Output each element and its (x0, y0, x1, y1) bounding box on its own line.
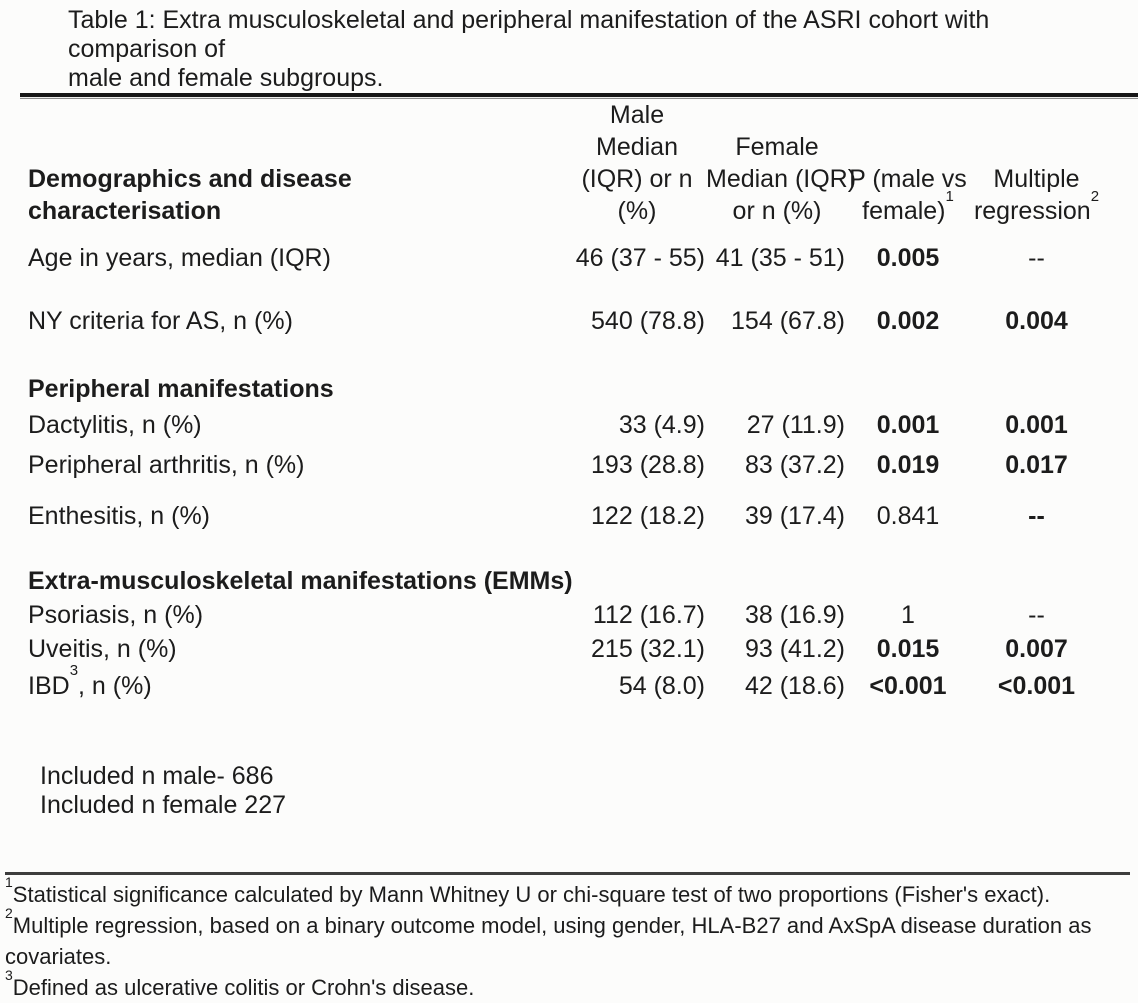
header-pvalue-line2: female)1 (862, 187, 954, 225)
table-row-psoriasis: Psoriasis, n (%) 112 (16.7) 38 (16.9) 1 … (0, 598, 1105, 632)
pvalue-footnote-marker: 1 (945, 187, 954, 205)
male-value: 46 (37 - 55) (575, 244, 705, 272)
footnotes: 1Statistical significance calculated by … (5, 873, 1138, 1003)
male-value: 193 (28.8) (591, 451, 705, 479)
table-row-uveitis: Uveitis, n (%) 215 (32.1) 93 (41.2) 0.01… (0, 632, 1105, 666)
table-row-ny-criteria: NY criteria for AS, n (%) 540 (78.8) 154… (0, 288, 1105, 354)
header-male-column: Male Median (IQR) or n (%) (568, 99, 706, 229)
included-female-count: Included n female 227 (40, 791, 287, 819)
footnote-2: 2Multiple regression, based on a binary … (5, 904, 1092, 969)
table-row-ibd: IBD3, n (%) 54 (8.0) 42 (18.6) <0.001 <0… (0, 662, 1105, 706)
header-female-line3: or n (%) (732, 197, 822, 225)
female-value: 42 (18.6) (744, 671, 845, 700)
footnote-1: 1Statistical significance calculated by … (5, 873, 1051, 907)
regression-value: 0.007 (1005, 634, 1068, 663)
table-header-row: Demographics and disease characterisatio… (0, 99, 1105, 229)
female-value: 41 (35 - 51) (715, 244, 845, 272)
male-value: 54 (8.0) (618, 671, 705, 700)
header-regression-line1: Multiple (993, 165, 1080, 193)
section-header-peripheral: Peripheral manifestations (0, 354, 1105, 406)
section-label: Peripheral manifestations (28, 375, 334, 403)
female-value: 154 (67.8) (731, 306, 845, 335)
female-value: 38 (16.9) (744, 600, 845, 629)
p-value: 0.019 (876, 451, 940, 479)
table-caption-line2: male and female subgroups. (68, 64, 384, 92)
included-male-count: Included n male- 686 (40, 762, 274, 790)
female-value: 83 (37.2) (744, 451, 845, 479)
table-row-age: Age in years, median (IQR) 46 (37 - 55) … (0, 229, 1105, 288)
header-demographics-line2: characterisation (28, 197, 222, 225)
row-label: Uveitis, n (%) (28, 634, 177, 663)
p-value: 0.015 (876, 634, 940, 663)
table-caption-line1: Table 1: Extra musculoskeletal and perip… (68, 6, 990, 63)
included-counts: Included n male- 686 Included n female 2… (40, 762, 1138, 820)
row-label: IBD3, n (%) (28, 662, 152, 700)
row-label: Psoriasis, n (%) (28, 600, 204, 629)
header-female-line2: Median (IQR) (706, 165, 857, 193)
female-value: 27 (11.9) (746, 410, 845, 439)
male-value: 540 (78.8) (591, 306, 705, 335)
male-value: 33 (4.9) (618, 410, 705, 439)
regression-footnote-marker: 2 (1090, 187, 1100, 205)
row-label: Enthesitis, n (%) (28, 502, 211, 530)
p-value: <0.001 (869, 671, 947, 700)
regression-value: -- (1028, 244, 1045, 272)
row-label: Dactylitis, n (%) (28, 410, 202, 439)
table-row-peripheral-arthritis: Peripheral arthritis, n (%) 193 (28.8) 8… (0, 444, 1105, 487)
p-value: 1 (901, 600, 915, 629)
header-regression-column: Multiple regression2 (968, 99, 1105, 229)
section-label: Extra-musculoskeletal manifestations (EM… (28, 567, 573, 595)
header-female-column: Female Median (IQR) or n (%) (706, 99, 857, 229)
header-female-line1: Female (735, 133, 819, 161)
header-pvalue-line1: P (male vs (849, 165, 967, 193)
male-value: 122 (18.2) (591, 502, 705, 530)
p-value: 0.002 (876, 306, 940, 335)
footnote-divider (5, 872, 1130, 875)
footnote-3: 3Defined as ulcerative colitis or Crohn'… (5, 966, 475, 1000)
footnote-1-marker: 1 (5, 873, 13, 890)
p-value: 0.005 (876, 244, 940, 272)
p-value: 0.001 (876, 410, 940, 439)
ibd-footnote-marker: 3 (69, 662, 79, 680)
header-demographics-line1: Demographics and disease (28, 165, 352, 193)
header-male-line4: (%) (617, 197, 657, 225)
header-male-line3: (IQR) or n (581, 165, 693, 193)
header-male-line1: Male (609, 101, 665, 129)
female-value: 39 (17.4) (744, 502, 845, 530)
header-pvalue-column: P (male vs female)1 (848, 99, 968, 229)
header-regression-line2: regression2 (973, 187, 1100, 225)
regression-value: 0.017 (1005, 451, 1068, 479)
results-table: Demographics and disease characterisatio… (0, 99, 1105, 706)
table-row-dactylitis: Dactylitis, n (%) 33 (4.9) 27 (11.9) 0.0… (0, 406, 1105, 444)
header-male-line2: Median (596, 133, 678, 161)
regression-value: -- (1028, 600, 1045, 629)
regression-value: 0.001 (1005, 410, 1068, 439)
regression-value: 0.004 (1005, 306, 1068, 335)
row-label: NY criteria for AS, n (%) (28, 306, 293, 335)
footnote-2-marker: 2 (5, 904, 13, 921)
row-label: Peripheral arthritis, n (%) (28, 451, 305, 479)
footnote-3-marker: 3 (5, 966, 13, 983)
female-value: 93 (41.2) (744, 634, 845, 663)
male-value: 112 (16.7) (592, 600, 705, 629)
p-value: 0.841 (876, 502, 940, 530)
table-row-enthesitis: Enthesitis, n (%) 122 (18.2) 39 (17.4) 0… (0, 487, 1105, 546)
regression-value: -- (1028, 502, 1045, 530)
regression-value: <0.001 (997, 671, 1076, 700)
header-demographics: Demographics and disease characterisatio… (0, 99, 568, 229)
male-value: 215 (32.1) (591, 634, 705, 663)
table-caption: Table 1: Extra musculoskeletal and perip… (0, 0, 1138, 93)
row-label: Age in years, median (IQR) (28, 244, 331, 272)
table-top-rule (20, 93, 1138, 99)
section-header-emms: Extra-musculoskeletal manifestations (EM… (0, 546, 1105, 598)
